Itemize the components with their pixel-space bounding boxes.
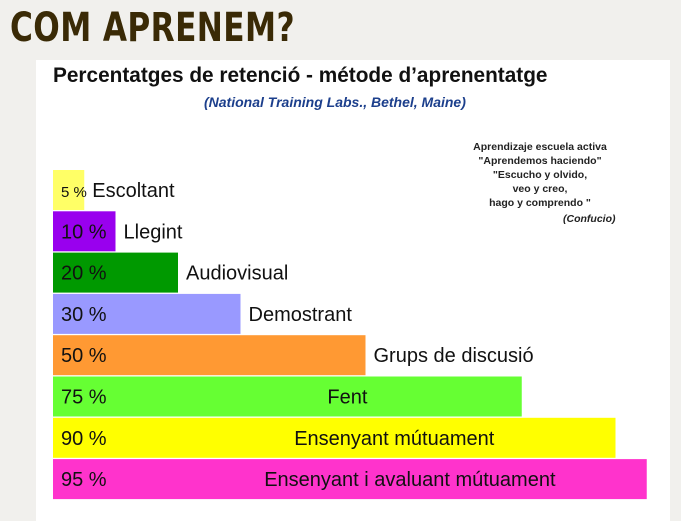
quote-line: hago y comprendo " bbox=[489, 197, 591, 209]
chart-subtitle: (National Training Labs., Bethel, Maine) bbox=[204, 94, 466, 110]
bar-6 bbox=[53, 376, 522, 417]
bar-3 bbox=[53, 252, 178, 293]
category-label: Demostrant bbox=[249, 304, 353, 326]
value-label: 5 % bbox=[61, 184, 87, 201]
quote-line: Aprendizaje escuela activa bbox=[473, 141, 607, 153]
bar-1 bbox=[53, 170, 85, 210]
quote-line: veo y creo, bbox=[512, 183, 568, 195]
quote-author: (Confucio) bbox=[563, 213, 616, 225]
value-label: 10 % bbox=[61, 221, 107, 243]
bar-2 bbox=[53, 211, 116, 252]
category-label: Ensenyant i avaluant mútuament bbox=[264, 469, 556, 491]
category-label: Ensenyant mútuament bbox=[294, 428, 495, 450]
value-label: 95 % bbox=[61, 469, 107, 491]
value-label: 20 % bbox=[61, 263, 107, 285]
value-label: 90 % bbox=[61, 428, 107, 450]
quote-line: "Escucho y olvido, bbox=[492, 169, 588, 181]
category-label: Llegint bbox=[124, 221, 183, 243]
bar-7 bbox=[53, 417, 616, 458]
bar-8 bbox=[53, 459, 647, 500]
value-label: 30 % bbox=[61, 304, 107, 326]
bar-4 bbox=[53, 293, 241, 334]
chart-title: Percentatges de retenció - métode d’apre… bbox=[53, 64, 548, 87]
category-label: Audiovisual bbox=[186, 263, 288, 285]
slide-title: COM APRENEM? bbox=[10, 5, 295, 51]
quote-line: "Aprendemos haciendo" bbox=[478, 155, 602, 167]
category-label: Grups de discusió bbox=[374, 345, 534, 367]
value-label: 50 % bbox=[61, 345, 107, 367]
value-label: 75 % bbox=[61, 387, 107, 409]
bar-5 bbox=[53, 335, 366, 376]
category-label: Escoltant bbox=[92, 180, 175, 202]
confucius-quote: Aprendizaje escuela activa "Aprendemos h… bbox=[440, 140, 640, 210]
category-label: Fent bbox=[327, 387, 367, 409]
